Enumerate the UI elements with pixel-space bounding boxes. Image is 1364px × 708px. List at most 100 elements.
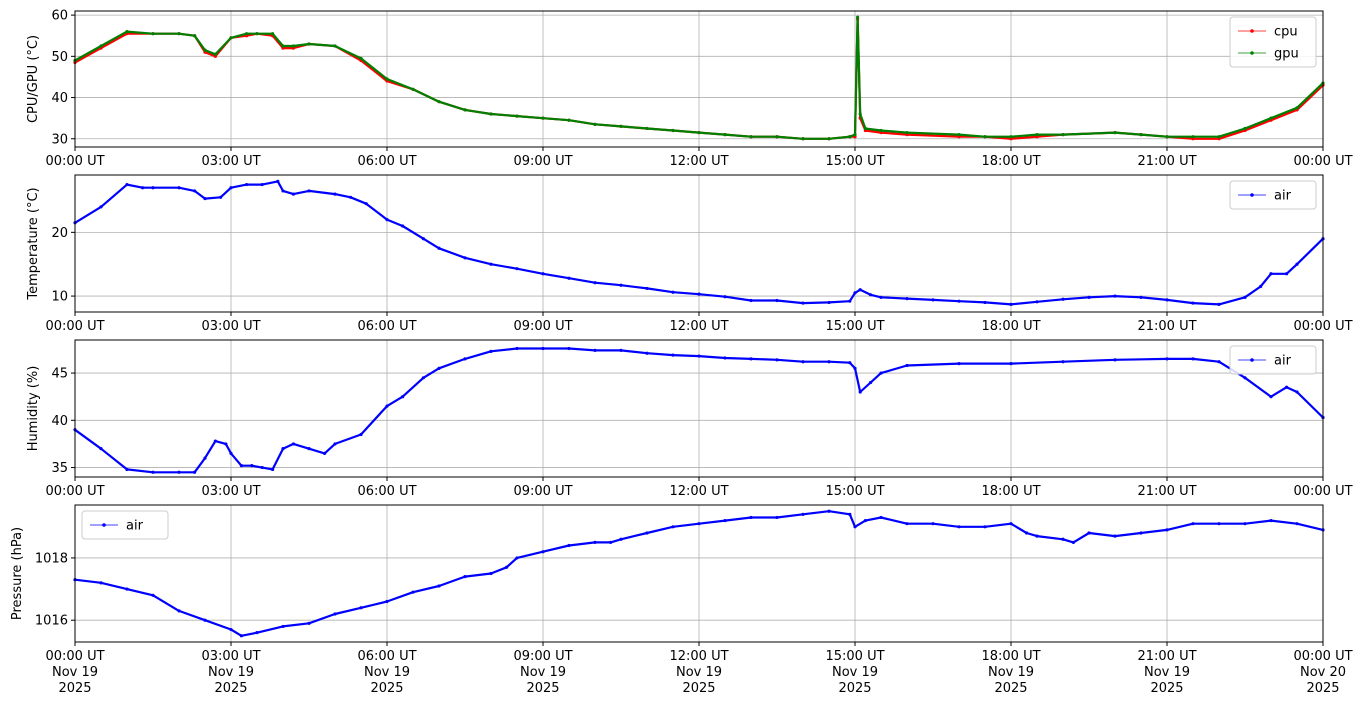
data-point-gpu bbox=[99, 44, 103, 48]
data-point-air bbox=[411, 590, 415, 594]
data-point-air bbox=[276, 179, 280, 183]
data-point-air bbox=[1009, 302, 1013, 306]
data-point-air bbox=[401, 224, 405, 228]
x-tick-label: 00:00 UT bbox=[45, 649, 104, 664]
x-tick-label: 21:00 UT bbox=[1137, 484, 1196, 499]
data-point-gpu bbox=[193, 34, 197, 38]
x-tick-date: Nov 19 bbox=[832, 665, 878, 680]
data-point-air bbox=[1165, 298, 1169, 302]
data-point-air bbox=[697, 292, 701, 296]
data-point-gpu bbox=[801, 137, 805, 141]
y-axis-label: Humidity (%) bbox=[26, 366, 41, 452]
data-point-gpu bbox=[1243, 126, 1247, 131]
data-point-air bbox=[1191, 522, 1195, 526]
data-point-air bbox=[1243, 295, 1247, 299]
x-tick-label: 09:00 UT bbox=[513, 319, 572, 334]
series-line-gpu bbox=[74, 16, 1324, 140]
data-point-air bbox=[281, 624, 285, 629]
data-point-gpu bbox=[853, 133, 857, 137]
data-point-air bbox=[213, 439, 217, 443]
data-point-air bbox=[827, 509, 831, 513]
data-point-air bbox=[255, 631, 259, 635]
data-point-air bbox=[1269, 395, 1273, 399]
data-point-gpu bbox=[567, 118, 571, 122]
x-tick-label: 09:00 UT bbox=[513, 154, 572, 169]
data-point-air bbox=[853, 525, 857, 529]
data-point-gpu bbox=[905, 130, 909, 135]
data-point-air bbox=[1295, 522, 1299, 526]
x-tick-year: 2025 bbox=[994, 681, 1027, 696]
data-point-air bbox=[1071, 540, 1075, 544]
data-point-air bbox=[333, 442, 337, 446]
data-point-gpu bbox=[359, 56, 363, 60]
data-point-air bbox=[541, 272, 545, 276]
x-tick-year: 2025 bbox=[1150, 681, 1183, 696]
data-point-air bbox=[645, 351, 649, 355]
x-tick-date: Nov 19 bbox=[52, 665, 98, 680]
data-point-gpu bbox=[1295, 106, 1299, 110]
legend-box bbox=[1229, 345, 1317, 375]
data-point-gpu bbox=[177, 32, 181, 36]
data-point-air bbox=[1087, 295, 1091, 299]
data-point-air bbox=[567, 346, 571, 351]
data-point-air bbox=[125, 467, 129, 472]
x-tick-label: 09:00 UT bbox=[513, 484, 572, 499]
data-point-air bbox=[983, 525, 987, 529]
data-point-gpu bbox=[749, 135, 753, 139]
data-point-air bbox=[401, 395, 405, 399]
y-tick-label: 40 bbox=[51, 91, 68, 106]
x-tick-label: 21:00 UT bbox=[1137, 319, 1196, 334]
x-tick-label: 00:00 UT bbox=[45, 484, 104, 499]
data-point-air bbox=[489, 349, 493, 353]
legend-label-air: air bbox=[1274, 189, 1292, 204]
data-point-air bbox=[801, 512, 805, 516]
data-point-air bbox=[463, 575, 467, 579]
data-point-air bbox=[99, 447, 103, 451]
data-point-air bbox=[307, 621, 311, 625]
legend: air bbox=[81, 510, 169, 540]
data-point-air bbox=[671, 525, 675, 529]
data-point-air bbox=[863, 518, 868, 523]
data-point-gpu bbox=[856, 15, 860, 19]
legend-box bbox=[1229, 180, 1317, 210]
data-point-air bbox=[983, 300, 987, 305]
data-point-air bbox=[541, 346, 545, 351]
data-point-air bbox=[619, 348, 623, 352]
data-point-air bbox=[827, 360, 831, 364]
data-point-gpu bbox=[1061, 133, 1065, 137]
data-point-air bbox=[1243, 522, 1247, 526]
data-point-air bbox=[1035, 300, 1039, 304]
data-point-air bbox=[905, 363, 909, 368]
x-tick-label: 00:00 UT bbox=[1293, 154, 1352, 169]
data-point-air bbox=[203, 618, 207, 622]
data-point-air bbox=[421, 376, 425, 380]
data-point-air bbox=[349, 195, 353, 199]
data-point-air bbox=[869, 293, 873, 297]
data-point-air bbox=[437, 584, 441, 588]
data-point-gpu bbox=[151, 32, 155, 36]
x-tick-label: 00:00 UT bbox=[45, 319, 104, 334]
data-point-air bbox=[1139, 531, 1143, 535]
data-point-air bbox=[515, 267, 519, 271]
y-tick-label: 1016 bbox=[35, 614, 68, 629]
data-point-air bbox=[359, 432, 363, 437]
legend: air bbox=[1229, 180, 1317, 210]
data-point-air bbox=[1285, 272, 1289, 276]
data-point-gpu bbox=[385, 77, 389, 81]
data-point-gpu bbox=[645, 126, 649, 131]
data-point-air bbox=[515, 556, 519, 560]
data-point-air bbox=[869, 380, 873, 385]
x-tick-label: 00:00 UT bbox=[1293, 319, 1352, 334]
data-point-air bbox=[609, 540, 613, 544]
data-point-air bbox=[193, 189, 197, 193]
x-tick-label: 03:00 UT bbox=[201, 154, 260, 169]
data-point-air bbox=[749, 357, 753, 361]
x-tick-date: Nov 19 bbox=[520, 665, 566, 680]
data-point-air bbox=[333, 612, 337, 616]
y-tick-label: 30 bbox=[51, 132, 68, 147]
data-point-air bbox=[645, 286, 649, 291]
x-tick-year: 2025 bbox=[370, 681, 403, 696]
x-tick-label: 15:00 UT bbox=[825, 319, 884, 334]
panel-1: 10 20 00:00 UT 03:00 UT 06:00 UT 09:00 UT 12:0… bbox=[26, 174, 1353, 334]
